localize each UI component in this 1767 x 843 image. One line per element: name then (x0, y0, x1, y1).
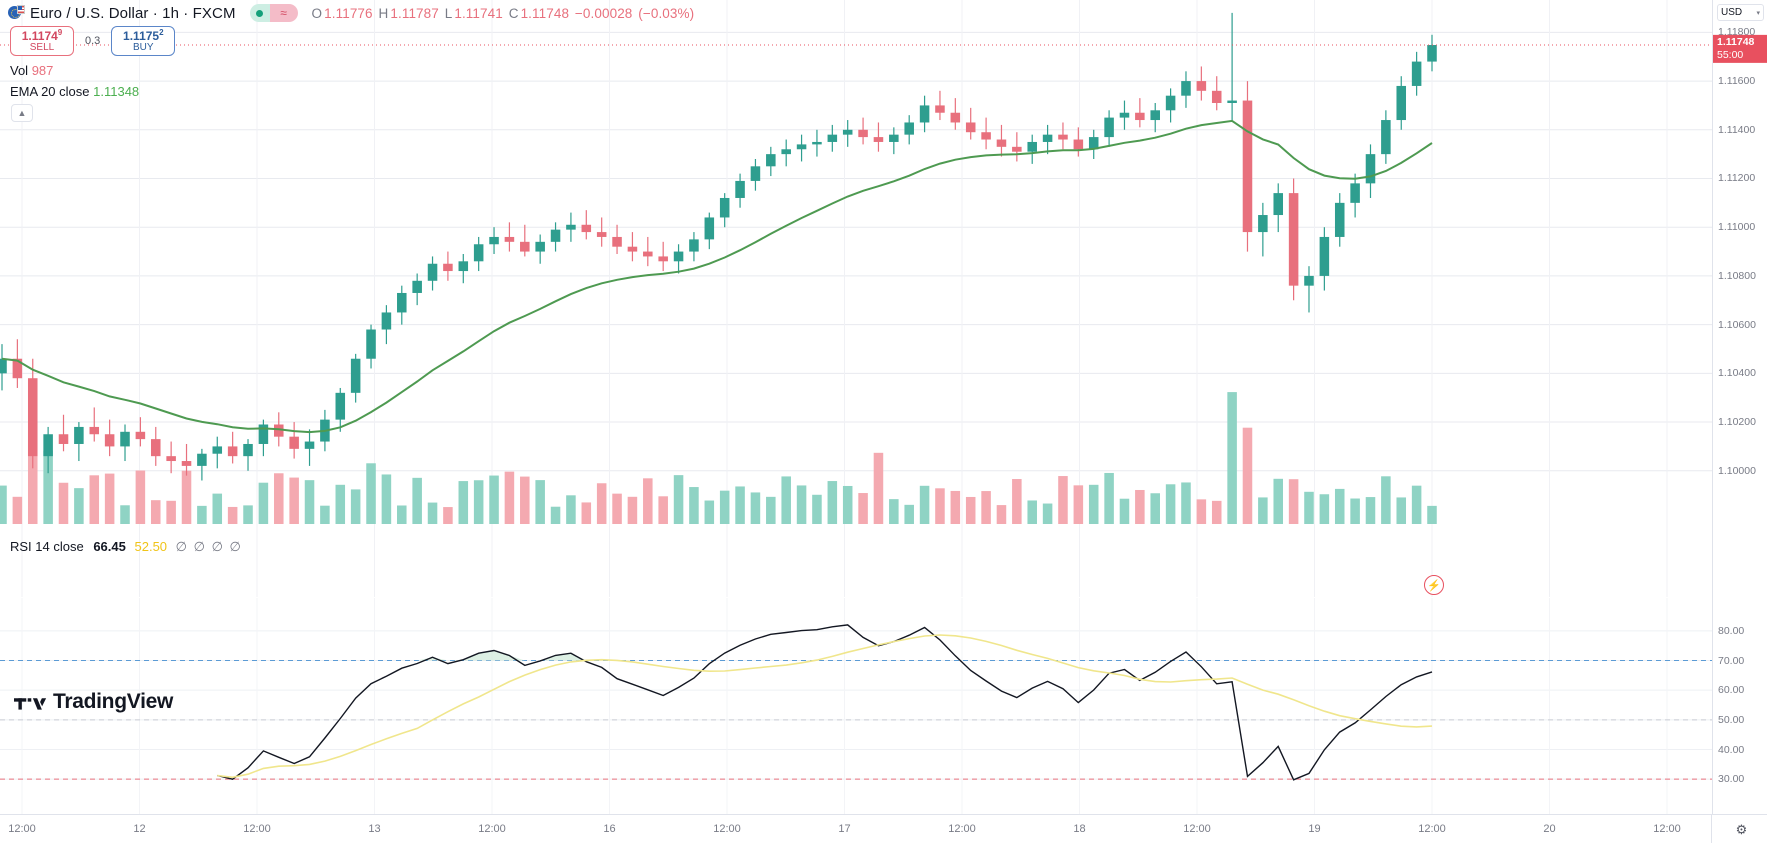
time-axis-label: 12:00 (1653, 823, 1681, 835)
sell-price: 1.11749 (21, 27, 63, 43)
ohlc-close-value: 1.11748 (520, 5, 570, 21)
currency-select[interactable]: USD ▾ (1717, 4, 1764, 21)
price-pane[interactable] (0, 0, 1712, 597)
spread-value: 0.3 (85, 35, 101, 47)
rsi-legend-value: 66.45 (93, 539, 126, 554)
time-axis-label: 20 (1543, 823, 1556, 835)
current-price-value: 1.11748 (1717, 35, 1755, 48)
price-axis-label: 1.10800 (1718, 269, 1756, 282)
price-axis-label: 1.10600 (1718, 318, 1756, 331)
ohlc-change: −0.00028 (574, 5, 633, 21)
heikin-ashi-icon[interactable]: ≈ (269, 4, 298, 22)
rsi-axis-label: 50.00 (1718, 713, 1745, 726)
symbol-flag-icon (8, 5, 25, 21)
rsi-chart-svg[interactable] (0, 598, 1712, 814)
rsi-axis-label: 70.00 (1718, 654, 1745, 667)
gear-icon[interactable]: ⚙ (1735, 821, 1748, 837)
time-axis-label: 12 (133, 823, 146, 835)
buy-button[interactable]: 1.11752 BUY (111, 26, 176, 56)
rsi-na-2: ∅ (193, 539, 205, 554)
time-axis[interactable]: 12:00 12 12:00 13 12:00 16 12:00 17 12:00 18 12:00… (0, 814, 1767, 843)
rsi-pane[interactable] (0, 598, 1712, 814)
lightning-icon[interactable]: ⚡ (1424, 575, 1444, 595)
time-axis-label: 16 (603, 823, 616, 835)
price-axis-label: 1.11400 (1718, 123, 1756, 136)
ohlc-high-label: H (378, 5, 389, 21)
rsi-axis-label: 60.00 (1718, 684, 1745, 697)
sell-button[interactable]: 1.11749 SELL (10, 26, 74, 56)
time-axis-label: 12:00 (948, 823, 976, 835)
volume-legend[interactable]: Vol 987 (10, 63, 53, 78)
current-price-badge[interactable]: 1.11748 55:00 (1713, 34, 1767, 64)
ohlc-values: O 1.11776 H 1.11787 L 1.11741 C 1.11748 −0.0… (312, 6, 697, 21)
dot-icon[interactable] (249, 4, 270, 22)
rsi-na-3: ∅ (211, 539, 223, 554)
rsi-na-1: ∅ (175, 539, 187, 554)
time-axis-label: 12:00 (713, 823, 741, 835)
symbol-legend: Euro / U.S. Dollar · 1h · FXCM ≈ O 1.1177… (8, 2, 696, 24)
volume-legend-value: 987 (31, 63, 54, 78)
price-axis-label: 1.11000 (1718, 221, 1756, 234)
ema-legend-name: EMA 20 close (10, 84, 90, 99)
rsi-ma-value: 52.50 (134, 539, 168, 554)
ohlc-close-label: C (508, 5, 519, 21)
tradingview-watermark: TradingView (14, 690, 173, 714)
time-axis-label: 12:00 (8, 823, 36, 835)
sell-label: SELL (29, 41, 55, 53)
tradingview-logo-icon (14, 697, 47, 710)
price-axis-label: 1.10400 (1718, 367, 1756, 380)
price-axis-label: 1.11600 (1718, 75, 1756, 88)
bar-countdown: 55:00 (1717, 49, 1744, 62)
chart-style-toggle[interactable]: ≈ (249, 4, 298, 22)
ohlc-open-label: O (311, 5, 323, 21)
order-panel[interactable]: 1.11749 SELL 0.3 1.11752 BUY (10, 26, 176, 56)
buy-label: BUY (133, 41, 154, 53)
ohlc-low-value: 1.11741 (454, 5, 503, 21)
price-axis-label: 1.10200 (1718, 416, 1756, 429)
chevron-up-icon[interactable]: ▲ (11, 104, 33, 122)
price-chart-svg[interactable] (0, 0, 1712, 597)
ema-legend-value: 1.11348 (93, 84, 140, 99)
time-axis-label: 17 (838, 823, 851, 835)
time-axis-label: 12:00 (1418, 823, 1446, 835)
rsi-na-4: ∅ (229, 539, 241, 554)
volume-legend-name: Vol (10, 63, 29, 78)
time-axis-label: 12:00 (1183, 823, 1211, 835)
rsi-legend[interactable]: RSI 14 close 66.45 52.50 ∅ ∅ ∅ ∅ (10, 539, 241, 555)
time-axis-label: 12:00 (243, 823, 271, 835)
time-axis-label: 12:00 (478, 823, 506, 835)
chevron-down-icon: ▾ (1756, 9, 1760, 17)
price-axis-label: 1.11200 (1718, 172, 1756, 185)
price-axis-label: 1.10000 (1718, 464, 1756, 477)
price-axis[interactable]: USD ▾ 1.11800 1.11600 1.11400 1.11200 1.1100… (1712, 0, 1767, 814)
rsi-axis-label: 30.00 (1718, 773, 1745, 786)
ohlc-low-label: L (444, 5, 453, 21)
buy-price: 1.11752 (123, 27, 164, 43)
symbol-title[interactable]: Euro / U.S. Dollar · 1h · FXCM (30, 4, 236, 22)
rsi-axis-label: 40.00 (1718, 743, 1745, 756)
time-axis-label: 13 (368, 823, 381, 835)
ohlc-high-value: 1.11787 (390, 5, 439, 21)
currency-value: USD (1721, 7, 1743, 18)
tradingview-wordmark: TradingView (53, 690, 174, 713)
time-axis-label: 19 (1308, 823, 1321, 835)
rsi-axis-label: 80.00 (1718, 624, 1745, 637)
time-axis-label: 18 (1073, 823, 1086, 835)
rsi-legend-name: RSI 14 close (10, 539, 84, 554)
ohlc-open-value: 1.11776 (324, 5, 373, 21)
time-axis-divider (1711, 815, 1712, 843)
ohlc-change-pct: (−0.03%) (638, 5, 695, 21)
ema-legend[interactable]: EMA 20 close 1.11348 (10, 84, 139, 99)
